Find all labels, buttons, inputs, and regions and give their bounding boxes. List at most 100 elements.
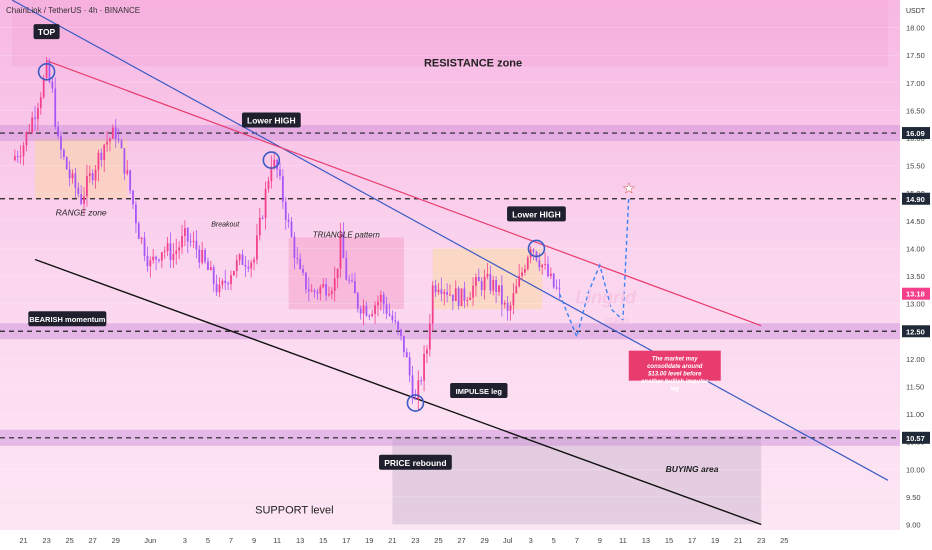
overlay-layer: ★ TOP RESISTANCE zone RANGE zone Lower HIGH L… xyxy=(28,24,721,516)
candle-body xyxy=(492,279,495,291)
candle-body xyxy=(267,180,270,189)
candle-body xyxy=(270,166,273,181)
annotation-lower-high-2-bg xyxy=(507,206,566,222)
candle-body xyxy=(431,285,434,324)
consolidation-note-line: leg xyxy=(670,387,679,393)
candle-body xyxy=(446,291,449,295)
candle-body xyxy=(382,294,385,305)
zone-resistance-zone xyxy=(12,0,888,67)
candle-body xyxy=(68,169,71,179)
candle-body xyxy=(60,136,62,150)
annotation-lower-high-1: Lower HIGH xyxy=(247,115,296,125)
trendlines-layer xyxy=(11,0,889,526)
zone-buying-area xyxy=(392,436,762,525)
candle-body xyxy=(137,223,140,239)
x-tick-label: 15 xyxy=(319,536,327,545)
candle-body xyxy=(209,267,212,270)
x-tick-label: 7 xyxy=(229,536,233,545)
x-tick-label: 25 xyxy=(65,536,73,545)
candle-body xyxy=(328,293,330,296)
candle-body xyxy=(558,287,561,289)
watermark-logo: Lingrid xyxy=(575,288,637,308)
candle-body xyxy=(163,250,166,253)
candle-body xyxy=(65,157,68,170)
candle-body xyxy=(28,132,31,134)
x-tick-label: 27 xyxy=(89,536,97,545)
candle-body xyxy=(503,302,506,305)
candle-body xyxy=(310,290,313,292)
candle-body xyxy=(241,254,244,265)
candle-body xyxy=(521,272,523,277)
time-axis-bg xyxy=(0,530,932,550)
candle-body xyxy=(123,148,126,174)
candle-body xyxy=(524,269,526,273)
candle-body xyxy=(469,297,472,300)
candle-body xyxy=(181,235,183,248)
candle-body xyxy=(31,117,34,133)
y-tick-label: 17.00 xyxy=(906,79,925,88)
y-tick-label: 15.50 xyxy=(906,162,925,171)
annotation-lower-high-2: Lower HIGH xyxy=(512,209,561,219)
candle-body xyxy=(143,237,146,256)
level-tag-bg-support xyxy=(902,431,930,444)
candle-body xyxy=(411,375,414,399)
candle-body xyxy=(51,81,54,89)
x-tick-label: 3 xyxy=(183,536,187,545)
candle-body xyxy=(80,194,83,204)
annotation-bearish-momentum-bg xyxy=(28,311,107,327)
consolidation-note-line: another bullish impulse xyxy=(641,379,709,385)
y-tick-label: 18.00 xyxy=(906,24,925,33)
candle-body xyxy=(515,286,518,294)
candle-body xyxy=(359,308,362,314)
candle-body xyxy=(472,285,474,298)
y-tick-label: 9.50 xyxy=(906,493,921,502)
x-tick-label: 5 xyxy=(206,536,210,545)
candle-body xyxy=(351,280,353,282)
candle-body xyxy=(480,281,483,291)
last-price-tag-bg xyxy=(902,287,930,300)
candle-body xyxy=(307,289,310,292)
pivot-circle xyxy=(527,239,546,258)
candle-body xyxy=(293,236,296,259)
target-star-icon: ★ xyxy=(623,180,636,196)
candle-body xyxy=(365,305,368,316)
candle-body xyxy=(175,250,178,254)
pivot-circle xyxy=(262,151,281,169)
x-tick-label: 9 xyxy=(252,536,256,545)
watermark-sub: FOREX xyxy=(605,318,629,325)
candle-body xyxy=(538,260,541,268)
candle-body xyxy=(207,261,209,270)
x-tick-label: 17 xyxy=(342,536,350,545)
candle-body xyxy=(227,283,230,285)
candle-body xyxy=(526,257,529,270)
candle-body xyxy=(221,280,224,285)
candle-body xyxy=(71,173,74,179)
level-tag-resistance: 16.09 xyxy=(906,129,925,138)
candle-body xyxy=(25,132,28,146)
x-tick-label: 13 xyxy=(642,536,650,545)
candle-body xyxy=(342,233,345,259)
candle-body xyxy=(195,240,198,250)
candle-body xyxy=(451,294,454,302)
candle-body xyxy=(423,353,425,381)
pivot-circle xyxy=(406,394,425,412)
annotation-bearish-momentum: BEARISH momentum xyxy=(29,315,106,324)
annotation-buying-area: BUYING area xyxy=(666,464,719,474)
candle-body xyxy=(166,243,169,251)
pivot-circle xyxy=(37,62,56,81)
price-axis[interactable]: 18.0017.5017.0016.5016.0015.5015.0014.50… xyxy=(902,24,930,530)
candle-body xyxy=(158,259,160,261)
candle-body xyxy=(549,273,552,277)
candle-body xyxy=(377,301,379,306)
candle-body xyxy=(305,272,307,290)
candle-body xyxy=(22,145,25,156)
candle-body xyxy=(466,299,469,301)
annotation-support-level: SUPPORT level xyxy=(255,504,333,516)
time-axis[interactable]: 21 23 25 27 29 Jun 3 5 7 9 11 13 15 17 19 21 23 25 27 29 Jul… xyxy=(19,536,788,545)
candle-body xyxy=(261,217,264,219)
candle-body xyxy=(475,277,477,286)
candle-body xyxy=(457,288,460,307)
candle-body xyxy=(500,285,503,305)
candle-body xyxy=(204,250,206,262)
